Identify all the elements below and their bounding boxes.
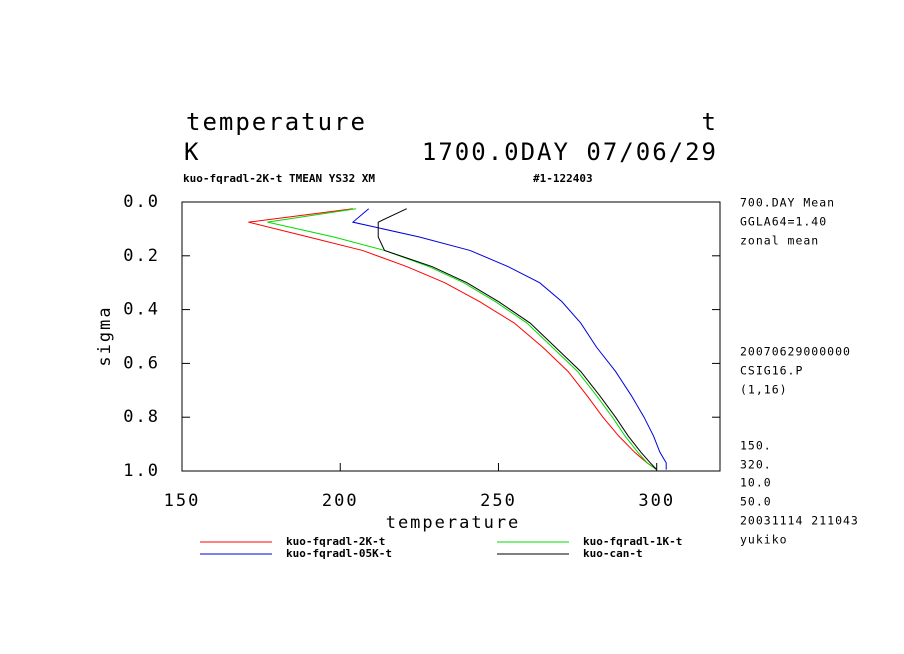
legend-label: kuo-fqradl-2K-t [286,535,385,548]
note: 50.0 [740,495,772,509]
unit: K [184,138,200,166]
y-tick-label: 1.0 [123,461,160,481]
time: 1700.0DAY 07/06/29 [422,138,718,166]
x-tick-label: 200 [322,491,359,511]
legend-label: kuo-fqradl-1K-t [583,535,682,548]
subtitle: kuo-fqradl-2K-t TMEAN YS32 XM [183,172,375,185]
x-tick-label: 250 [480,491,517,511]
y-tick-label: 0.6 [123,353,160,373]
y-axis-label: sigma [95,305,115,366]
x-axis-label: temperature [386,513,521,533]
note: 700.DAY Mean [740,196,835,210]
y-tick-label: 0.8 [123,407,160,427]
y-tick-label: 0.2 [123,246,160,266]
note: zonal mean [740,234,819,248]
subtitle-right: #1-122403 [533,172,593,185]
y-tick-label: 0.4 [123,300,160,320]
note: yukiko [740,533,788,547]
chart-title: temperature [186,108,367,136]
note: 10.0 [740,476,772,490]
x-tick-label: 150 [164,491,201,511]
chart-title-right: t [702,108,718,136]
note: GGLA64=1.40 [740,215,827,229]
x-tick-label: 300 [638,491,675,511]
data-line [248,208,657,471]
legend-label: kuo-fqradl-05K-t [286,547,392,560]
data-line [267,208,657,471]
note: 320. [740,458,772,472]
legend-label: kuo-can-t [583,547,643,560]
data-line [377,208,658,470]
note: 20070629000000 [740,345,851,359]
note: CSIG16.P [740,364,803,378]
note: (1,16) [740,383,788,397]
note: 20031114 211043 [740,514,859,528]
y-tick-label: 0.0 [123,192,160,212]
plot-frame [181,201,721,472]
data-line [351,208,667,470]
note: 150. [740,439,772,453]
